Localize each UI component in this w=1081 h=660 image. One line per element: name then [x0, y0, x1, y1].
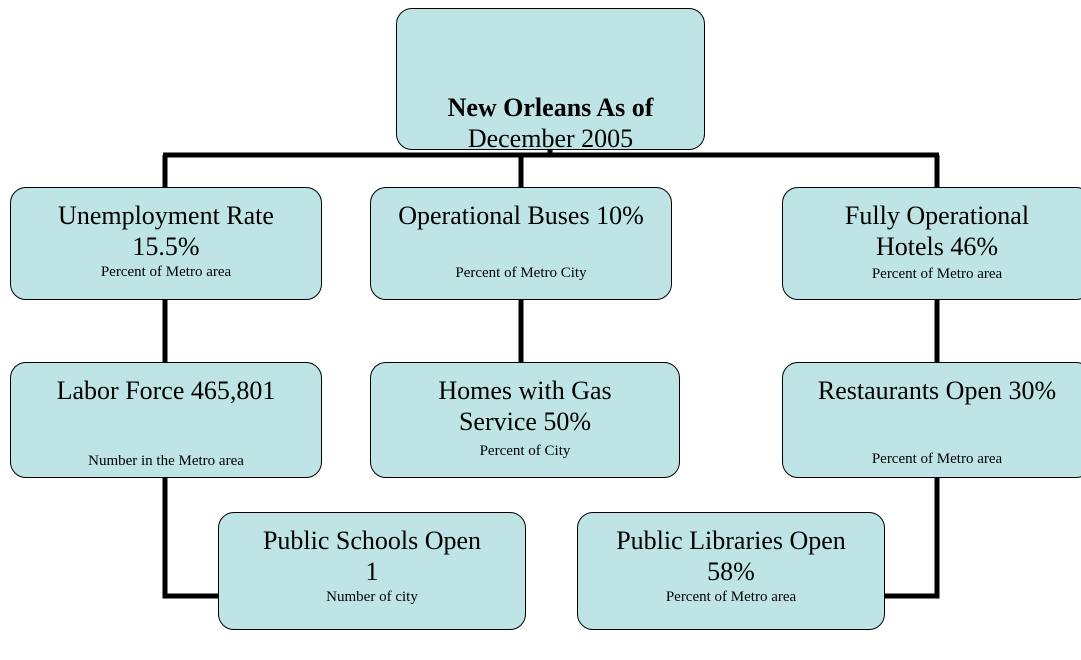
node-label: Unemployment Rate: [58, 201, 274, 230]
node-box: Fully Operational Hotels 46% Percent of Me…: [782, 187, 1081, 300]
node-label: Fully Operational: [844, 201, 1030, 230]
node-sublabel: Percent of Metro area: [871, 266, 1003, 282]
node-label: Public Schools Open: [262, 526, 482, 555]
connector: [162, 478, 218, 599]
node-sublabel: Number of city: [326, 589, 418, 605]
node-box: Labor Force 465,801 Number in the Metro a…: [10, 362, 322, 478]
node-sublabel: Number in the Metro area: [88, 453, 244, 469]
node-label: Operational Buses 10%: [398, 201, 644, 230]
node-sublabel: Percent of Metro area: [871, 451, 1003, 467]
node-label: 15.5%: [132, 232, 200, 261]
node-label: Homes with Gas: [438, 376, 612, 405]
node-box: New Orleans As of December 2005: [396, 8, 705, 153]
node-box: Public Libraries Open 58% Percent of Metro…: [577, 512, 885, 630]
node-box: Unemployment Rate 15.5% Percent of Metro a…: [10, 187, 322, 300]
node-label: Restaurants Open 30%: [817, 376, 1057, 405]
node-label: 58%: [707, 557, 755, 586]
connector-lines: [162, 150, 940, 599]
node-box: Homes with Gas Service 50% Percent of City: [370, 362, 680, 478]
node-sublabel: Percent of Metro City: [455, 265, 587, 281]
node-label: 1: [365, 557, 379, 586]
connector: [885, 478, 940, 599]
node-sublabel: Percent of Metro area: [665, 589, 797, 605]
node-label: New Orleans As of: [447, 93, 654, 122]
node-box: Public Schools Open 1 Number of city: [218, 512, 526, 630]
node-label: Labor Force 465,801: [56, 376, 276, 405]
node-label: Public Libraries Open: [616, 526, 846, 555]
node-label: Hotels 46%: [875, 232, 999, 261]
node-sublabel: December 2005: [467, 124, 634, 153]
node-box: Operational Buses 10% Percent of Metro Ci…: [370, 187, 672, 300]
node-label: Service 50%: [458, 407, 592, 436]
node-sublabel: Percent of City: [479, 443, 571, 459]
node-box: Restaurants Open 30% Percent of Metro are…: [782, 362, 1081, 478]
node-sublabel: Percent of Metro area: [100, 264, 232, 280]
